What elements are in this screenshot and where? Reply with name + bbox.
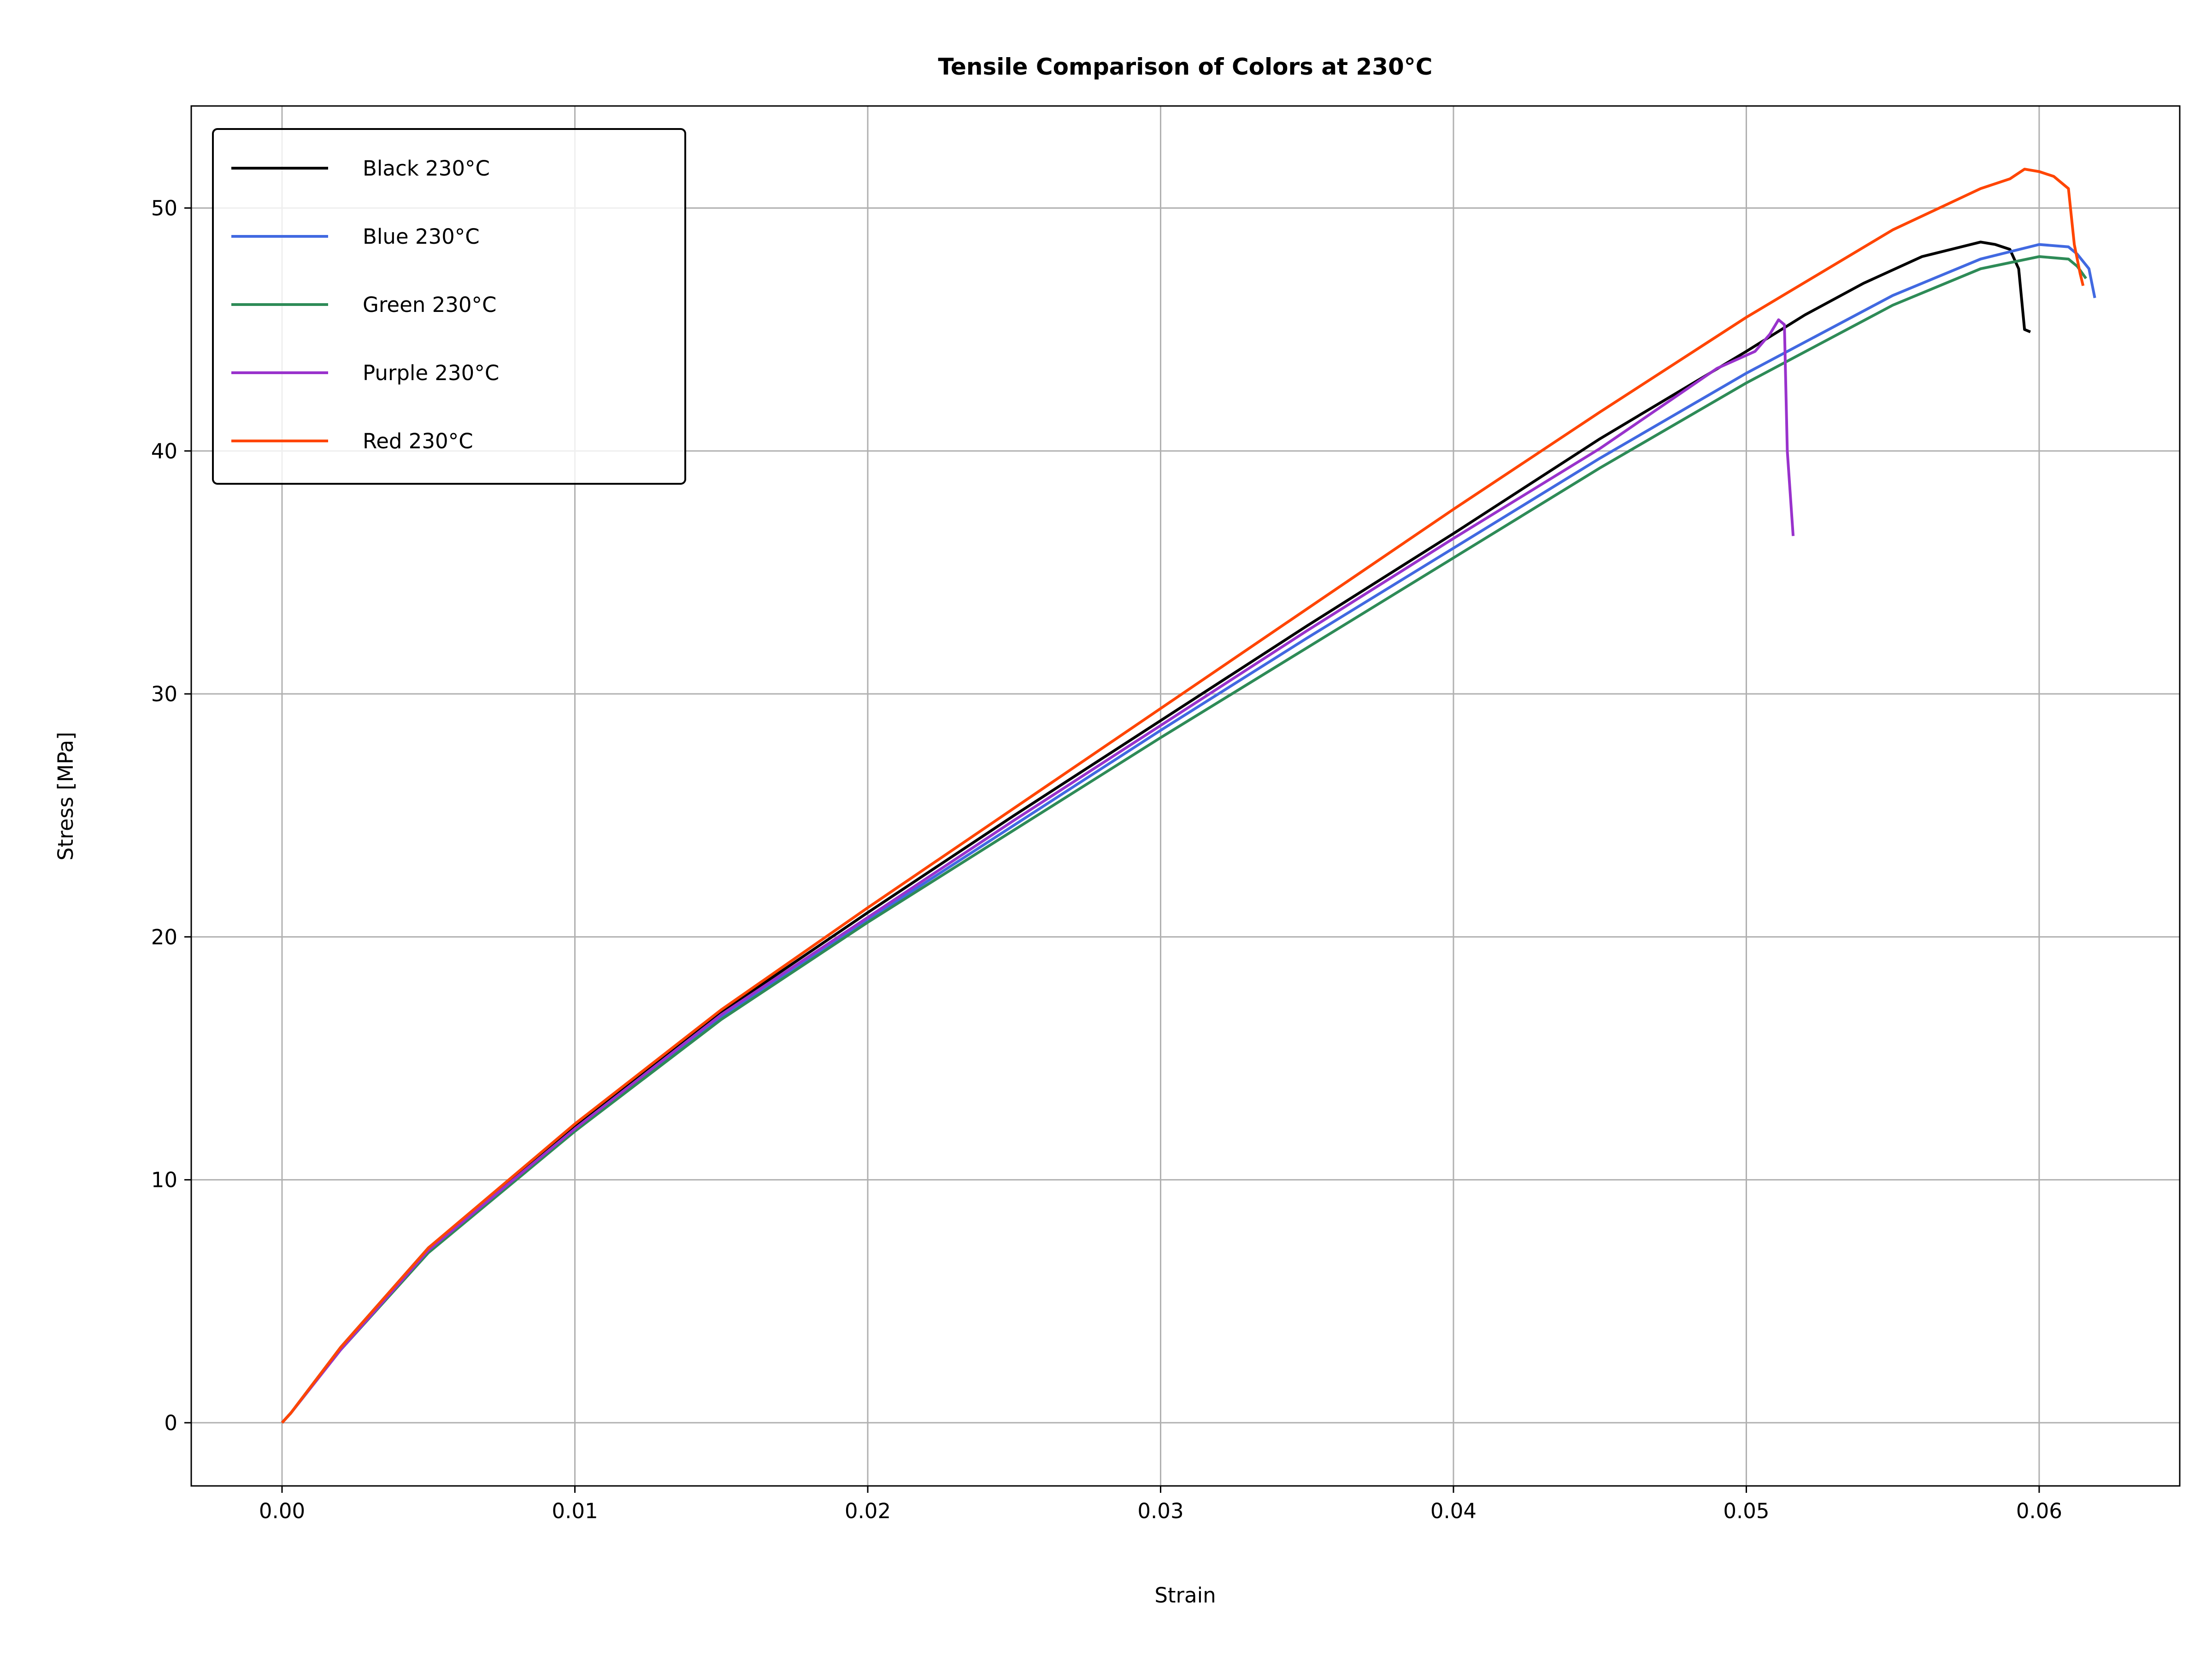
y-axis-label: Stress [MPa]: [53, 732, 78, 860]
x-axis-label: Strain: [1154, 1583, 1216, 1608]
y-tick-label: 50: [151, 196, 177, 220]
legend: Black 230°C Blue 230°C Green 230°C Purple 2…: [212, 128, 686, 485]
y-axis-ticks: 0 10 20 30 40 50: [151, 196, 191, 1435]
series-line-purple: [281, 318, 1795, 1424]
x-tick-label: 0.04: [1430, 1499, 1477, 1523]
y-tick-label: 20: [151, 925, 177, 949]
legend-label-blue: Blue 230°C: [363, 224, 480, 249]
series-line-green: [281, 255, 2088, 1424]
series-line-red: [281, 168, 2085, 1424]
x-tick-label: 0.02: [845, 1499, 891, 1523]
legend-label-green: Green 230°C: [363, 293, 496, 317]
legend-label-purple: Purple 230°C: [363, 361, 499, 385]
legend-label-black: Black 230°C: [363, 156, 490, 181]
legend-label-red: Red 230°C: [363, 429, 473, 453]
x-tick-label: 0.01: [552, 1499, 598, 1523]
x-tick-label: 0.05: [1723, 1499, 1769, 1523]
x-tick-label: 0.06: [2016, 1499, 2062, 1523]
y-tick-label: 30: [151, 682, 177, 706]
x-axis-ticks: 0.00 0.01 0.02 0.03 0.04 0.05 0.06: [259, 1486, 2062, 1523]
series-lines: [281, 168, 2096, 1424]
y-tick-label: 10: [151, 1168, 177, 1192]
plot-frame: [190, 105, 2181, 1487]
chart-title: Tensile Comparison of Colors at 230°C: [938, 53, 1433, 80]
legend-box: [212, 128, 686, 485]
y-tick-label: 40: [151, 439, 177, 464]
x-tick-label: 0.00: [259, 1499, 305, 1523]
y-tick-label: 0: [164, 1411, 177, 1435]
x-tick-label: 0.03: [1137, 1499, 1183, 1523]
